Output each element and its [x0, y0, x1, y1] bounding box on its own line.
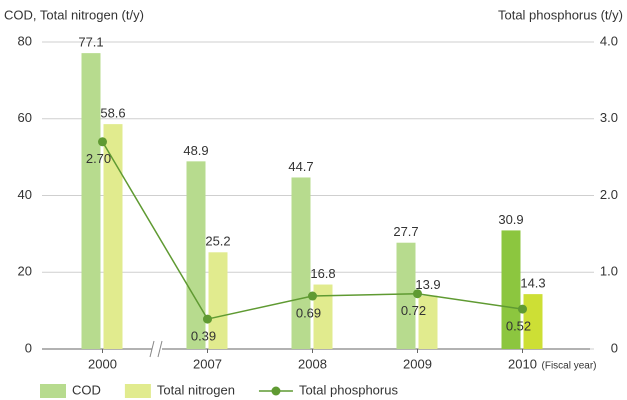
x-tick-label: 2009	[403, 356, 432, 371]
bar	[313, 284, 333, 349]
legend-swatch	[40, 384, 66, 398]
y2-tick-label: 3.0	[600, 110, 618, 125]
y-axis-title: COD, Total nitrogen (t/y)	[4, 7, 144, 22]
y2-axis-title: Total phosphorus (t/y)	[498, 7, 623, 22]
marker	[308, 291, 317, 301]
y-tick-label: 60	[18, 110, 32, 125]
y-tick-label: 0	[25, 340, 32, 355]
value-label: 77.1	[78, 35, 103, 50]
y-tick-label: 80	[18, 33, 32, 48]
y-tick-label: 40	[18, 187, 32, 202]
x-annotation: (Fiscal year)	[542, 361, 597, 372]
x-tick-label: 2007	[193, 356, 222, 371]
bar	[208, 252, 228, 349]
legend-marker	[271, 386, 281, 396]
legend-label: COD	[72, 382, 101, 397]
bar	[523, 294, 543, 349]
bar	[103, 124, 123, 349]
legend-label: Total phosphorus	[299, 382, 399, 397]
value-label: 0.52	[506, 319, 531, 334]
marker	[98, 137, 107, 147]
y2-tick-label: 1.0	[600, 264, 618, 279]
legend-swatch	[124, 384, 151, 398]
y2-tick-label: 2.0	[600, 187, 618, 202]
bar	[418, 295, 438, 349]
marker	[203, 314, 212, 324]
bar	[186, 161, 206, 349]
value-label: 44.7	[288, 159, 313, 174]
y2-tick-label: 0	[611, 340, 618, 355]
bar	[81, 53, 101, 349]
y-tick-label: 20	[18, 264, 32, 279]
y2-tick-label: 4.0	[600, 33, 618, 48]
value-label: 0.39	[191, 329, 216, 344]
x-tick-label: 2000	[88, 356, 117, 371]
value-label: 14.3	[520, 276, 545, 291]
x-tick-label: 2010	[508, 356, 537, 371]
legend-label: Total nitrogen	[157, 382, 235, 397]
value-label: 27.7	[393, 224, 418, 239]
marker	[518, 304, 527, 314]
value-label: 0.69	[296, 305, 321, 320]
value-label: 0.72	[401, 303, 426, 318]
value-label: 2.70	[86, 151, 111, 166]
axis-break	[149, 340, 163, 358]
bar	[501, 230, 521, 349]
value-label: 25.2	[205, 234, 230, 249]
value-label: 58.6	[100, 106, 125, 121]
bar	[396, 242, 416, 349]
value-label: 16.8	[310, 266, 335, 281]
bar	[291, 177, 311, 349]
value-label: 30.9	[498, 212, 523, 227]
value-label: 13.9	[415, 277, 440, 292]
x-tick-label: 2008	[298, 356, 327, 371]
value-label: 48.9	[183, 143, 208, 158]
marker	[413, 289, 422, 299]
